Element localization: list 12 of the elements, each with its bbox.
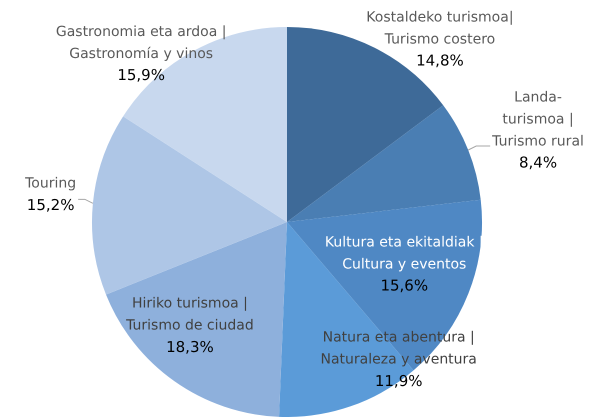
data-label: 14,8% bbox=[416, 52, 464, 70]
slice-label: Kostaldeko turismoa| Turismo costero bbox=[366, 9, 514, 48]
slice-label: Hiriko turismoa | Turismo de ciudad bbox=[125, 296, 254, 334]
data-label: 18,3% bbox=[166, 338, 214, 356]
data-label: 15,9% bbox=[117, 66, 165, 84]
data-label: 8,4% bbox=[518, 154, 558, 172]
slice-label: Landa- turismoa | Turismo rural bbox=[491, 89, 584, 150]
slice-label: Gastronomia eta ardoa | Gastronomía y vinos bbox=[56, 24, 226, 62]
data-label: 15,2% bbox=[26, 196, 74, 214]
data-label: 11,9% bbox=[374, 372, 422, 390]
data-label: 15,6% bbox=[380, 276, 428, 295]
slice-label: Touring bbox=[24, 176, 76, 192]
